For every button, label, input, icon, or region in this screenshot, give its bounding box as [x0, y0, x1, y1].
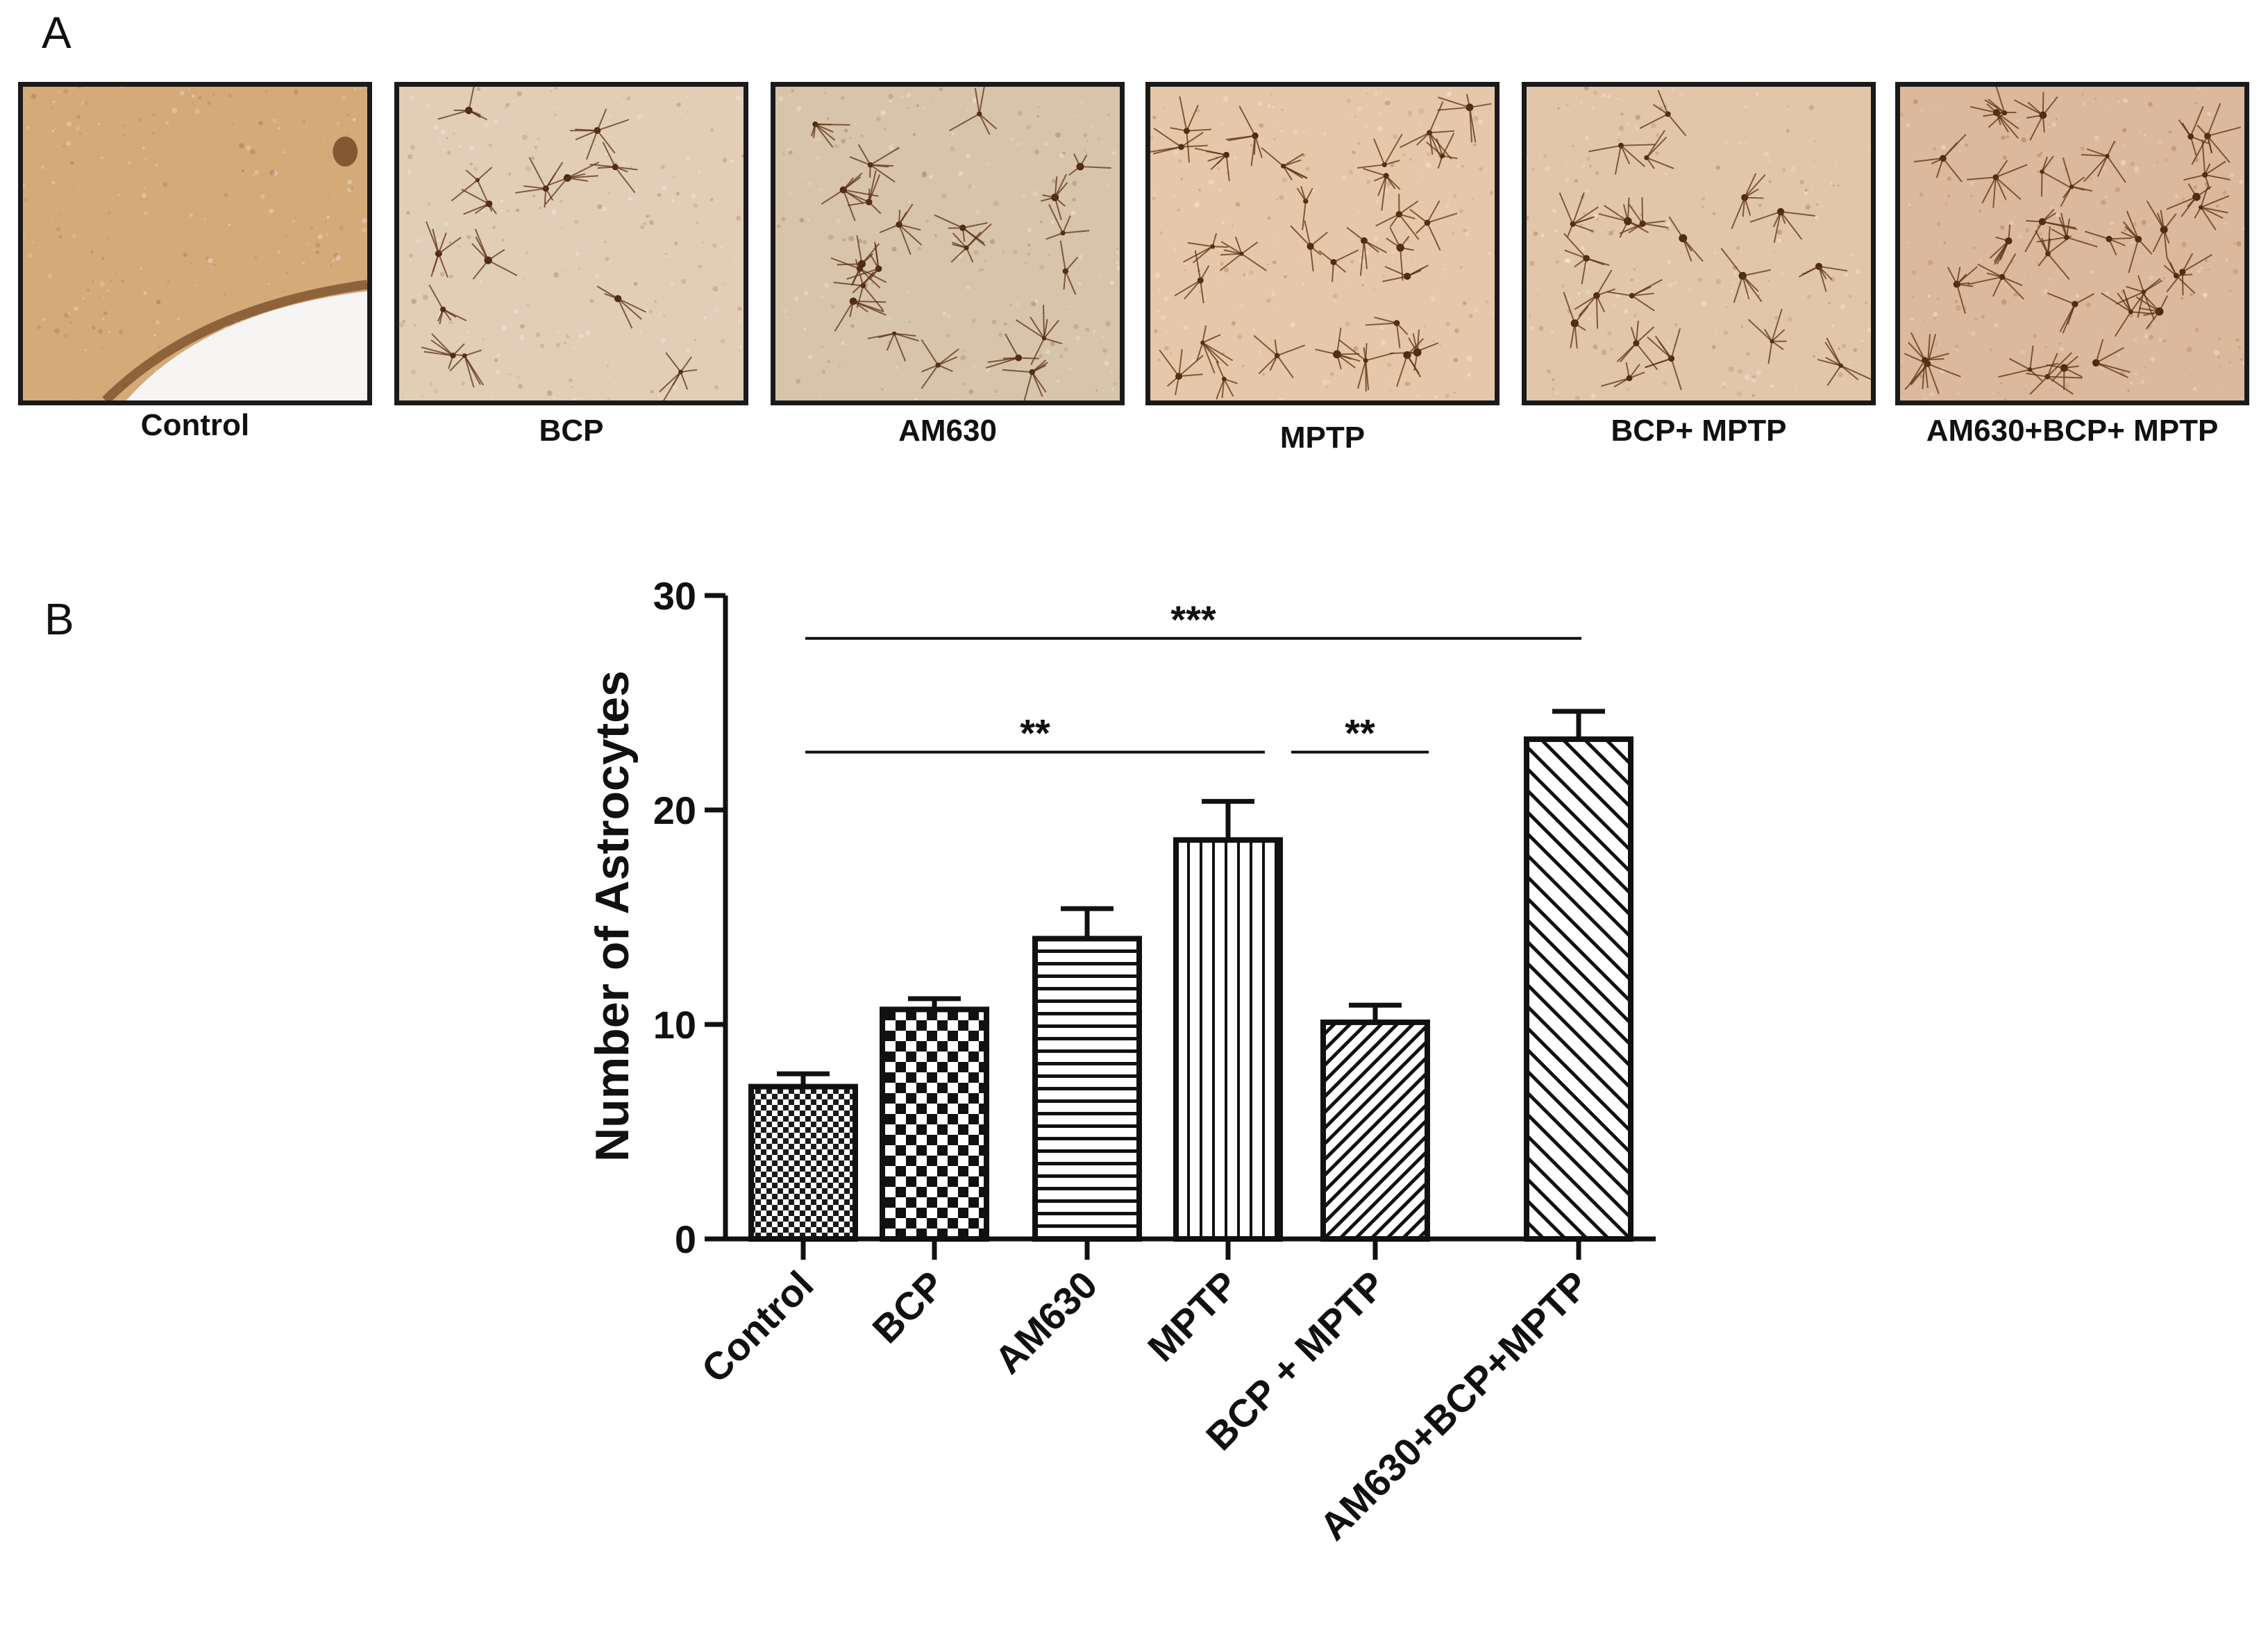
micrograph-label-6: AM630+BCP+ MPTP: [1926, 414, 2219, 448]
x-tick-label-2: BCP: [864, 1263, 952, 1351]
micrograph-label-3: AM630: [898, 414, 997, 448]
micrograph-1: [18, 82, 372, 405]
significance-label-3: **: [1345, 711, 1375, 755]
bar-3: [1032, 936, 1142, 1242]
micrograph-label-1: Control: [140, 408, 250, 442]
micrograph-5: [1522, 82, 1876, 405]
micrograph-label-2: BCP: [539, 414, 604, 448]
x-tick-label-3: AM630: [986, 1263, 1105, 1382]
micrograph-label-4: MPTP: [1279, 421, 1366, 455]
bar-2: [880, 1006, 989, 1242]
y-tick-label-0: 0: [675, 1217, 696, 1261]
y-tick-label-30: 30: [653, 574, 696, 618]
micrograph-label-5: BCP+ MPTP: [1611, 414, 1787, 448]
y-axis-label: Number of Astrocytes: [586, 670, 639, 1162]
y-tick-label-10: 10: [653, 1003, 696, 1047]
micrograph-6: [1895, 82, 2249, 405]
panel-a-letter: A: [42, 8, 72, 58]
bar-5: [1320, 1019, 1430, 1242]
bar-6: [1524, 736, 1633, 1242]
panel-b-letter: B: [44, 594, 74, 644]
x-tick-label-4: MPTP: [1139, 1263, 1247, 1370]
micrograph-4: [1145, 82, 1500, 405]
micrograph-3: [771, 82, 1125, 405]
bar-1: [748, 1083, 858, 1242]
significance-label-2: **: [1020, 711, 1050, 755]
bar-4: [1173, 837, 1283, 1242]
significance-label-1: ***: [1170, 598, 1216, 641]
x-tick-label-1: Control: [693, 1263, 821, 1391]
y-tick-label-20: 20: [653, 788, 696, 832]
micrograph-2: [394, 82, 748, 405]
